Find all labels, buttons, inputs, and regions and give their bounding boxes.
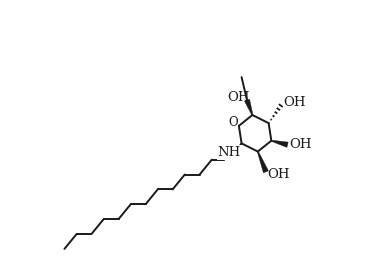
Text: OH: OH — [267, 168, 290, 181]
Polygon shape — [257, 151, 268, 173]
Text: OH: OH — [290, 138, 312, 151]
Polygon shape — [271, 140, 288, 147]
Text: OH: OH — [228, 91, 250, 104]
Polygon shape — [244, 99, 253, 115]
Text: O: O — [228, 116, 238, 129]
Text: OH: OH — [283, 96, 306, 109]
Text: NH: NH — [218, 146, 241, 159]
